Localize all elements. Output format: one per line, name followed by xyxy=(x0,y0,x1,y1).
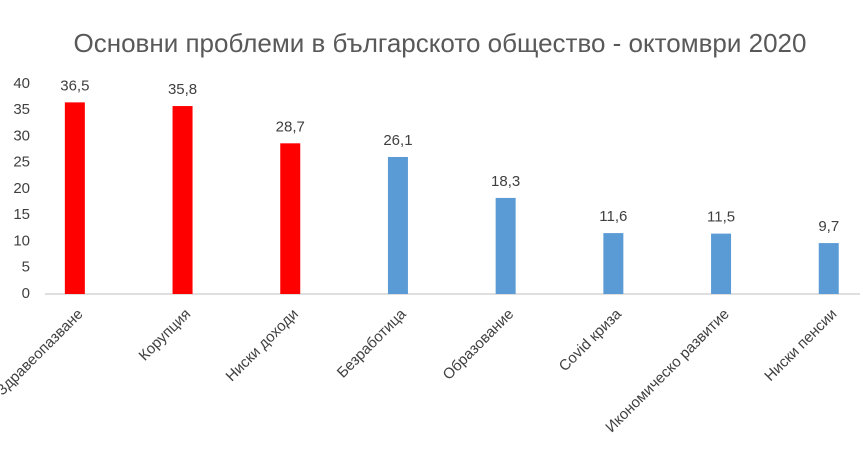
x-tick-label: Корупция xyxy=(136,306,195,365)
x-tick-label: Безработица xyxy=(334,305,410,381)
x-tick-label: Икономическо развитие xyxy=(602,306,732,436)
value-label: 35,8 xyxy=(168,81,197,98)
bar xyxy=(818,243,839,294)
x-tick-label: Ниски пенсии xyxy=(761,306,840,385)
y-tick-label: 30 xyxy=(13,127,30,144)
bar xyxy=(711,233,732,294)
y-tick-label: 25 xyxy=(13,154,30,171)
value-label: 11,6 xyxy=(599,208,627,225)
value-label: 18,3 xyxy=(491,173,520,190)
y-tick-label: 35 xyxy=(13,101,30,118)
y-tick-label: 0 xyxy=(22,285,30,302)
x-tick-label: Covid криза xyxy=(556,305,626,375)
bar xyxy=(603,233,624,294)
chart-title: Основни проблеми в българското общество … xyxy=(74,28,807,58)
value-label: 26,1 xyxy=(383,132,412,149)
bar xyxy=(64,102,85,294)
y-tick-label: 15 xyxy=(13,206,30,223)
y-tick-label: 40 xyxy=(13,75,30,92)
y-tick-label: 10 xyxy=(13,232,30,249)
value-label: 11,5 xyxy=(707,209,735,226)
x-tick-label: Здравеопазване xyxy=(0,306,86,399)
value-label: 36,5 xyxy=(60,77,89,94)
bar xyxy=(387,156,408,294)
value-label: 9,7 xyxy=(818,218,839,235)
bar xyxy=(280,143,301,294)
value-label: 28,7 xyxy=(276,118,305,135)
x-tick-label: Ниски доходи xyxy=(223,306,302,385)
y-tick-label: 20 xyxy=(13,180,30,197)
bar xyxy=(495,197,516,294)
bar xyxy=(172,106,193,294)
y-tick-label: 5 xyxy=(22,259,30,276)
x-tick-label: Образование xyxy=(440,306,518,384)
